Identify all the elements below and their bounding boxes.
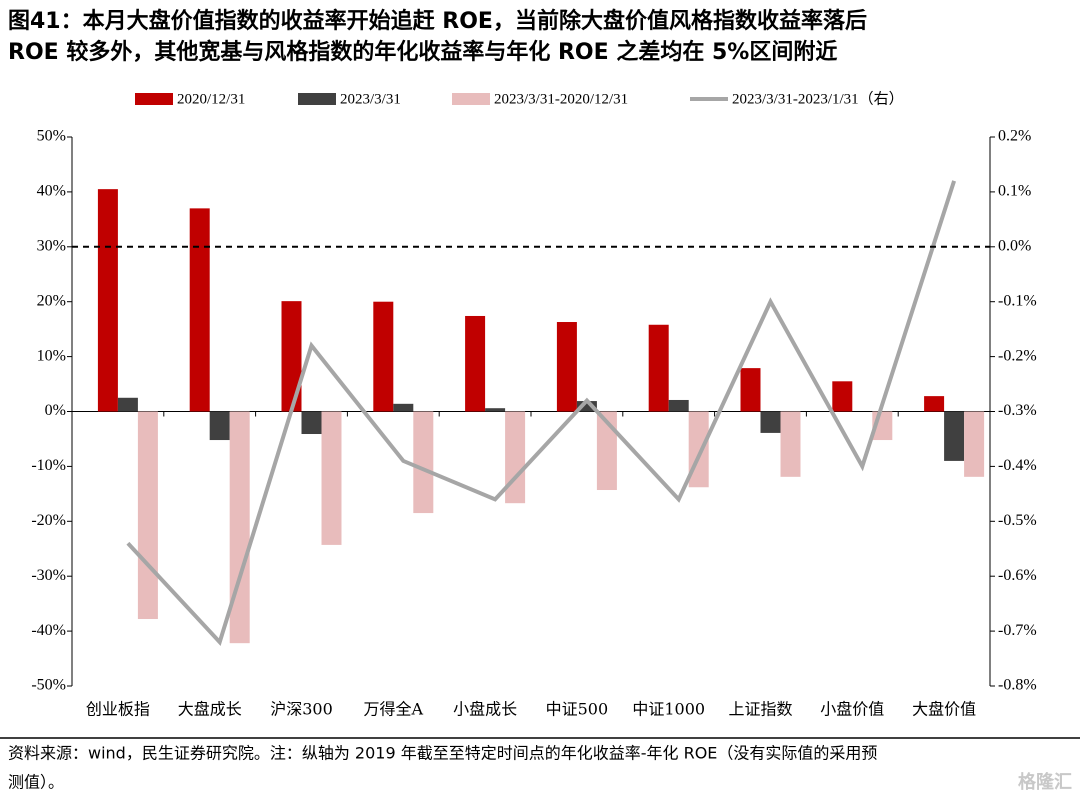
legend-swatch xyxy=(135,93,173,105)
x-tick-label: 大盘成长 xyxy=(178,700,242,719)
bar xyxy=(209,411,230,441)
legend-swatch xyxy=(452,93,490,105)
bar xyxy=(576,401,597,412)
y-tick-label: 50% xyxy=(37,128,66,145)
bar xyxy=(485,408,506,412)
x-tick-label: 中证1000 xyxy=(632,700,705,719)
bar xyxy=(229,411,250,644)
bar xyxy=(97,189,118,412)
bar xyxy=(393,403,414,412)
bar xyxy=(668,399,689,412)
bar xyxy=(648,324,669,412)
y-tick-label: 40% xyxy=(37,183,66,200)
bar xyxy=(281,301,302,412)
bar xyxy=(465,315,486,412)
bar xyxy=(373,301,394,412)
y-tick-label: -10% xyxy=(31,457,66,474)
y-tick-label: 10% xyxy=(37,347,66,364)
bar xyxy=(924,396,945,412)
bar xyxy=(760,411,781,433)
legend-label: 2023/3/31 xyxy=(340,91,401,107)
y2-tick-label: 0.0% xyxy=(998,237,1031,254)
line xyxy=(126,180,957,646)
y2-tick-label: 0.2% xyxy=(998,128,1031,145)
watermark: 格隆汇 xyxy=(1018,771,1072,793)
x-tick-label: 沪深300 xyxy=(270,700,333,719)
y2-tick-label: -0.4% xyxy=(998,457,1037,474)
bar xyxy=(117,397,138,412)
source-note: 测值）。 xyxy=(8,773,64,792)
y-tick-label: 20% xyxy=(37,292,66,309)
y2-tick-label: -0.2% xyxy=(998,347,1037,364)
legend-label: 2020/12/31 xyxy=(177,91,245,107)
x-tick-label: 上证指数 xyxy=(728,700,792,719)
x-tick-label: 创业板指 xyxy=(86,700,150,719)
y-tick-label: -50% xyxy=(31,677,66,694)
source-note: 资料来源：wind，民生证券研究院。注：纵轴为 2019 年截至至特定时间点的年… xyxy=(8,744,877,763)
bar xyxy=(944,411,965,461)
bar xyxy=(596,411,617,491)
y2-tick-label: -0.8% xyxy=(998,677,1037,694)
bar xyxy=(780,411,801,477)
chart-title: 图41：本月大盘价值指数的收益率开始追赶 ROE，当前除大盘价值风格指数收益率落… xyxy=(8,8,867,34)
y2-tick-label: -0.5% xyxy=(998,512,1037,529)
y2-tick-label: -0.6% xyxy=(998,567,1037,584)
bar xyxy=(301,411,322,435)
y-tick-label: -40% xyxy=(31,622,66,639)
y-tick-label: -30% xyxy=(31,567,66,584)
bar xyxy=(964,411,985,477)
y-tick-label: 30% xyxy=(37,237,66,254)
y2-tick-label: -0.1% xyxy=(998,292,1037,309)
legend-label: 2023/3/31-2020/12/31 xyxy=(494,91,628,107)
y2-tick-label: 0.1% xyxy=(998,183,1031,200)
y-tick-label: 0% xyxy=(45,402,66,419)
bar xyxy=(505,411,526,504)
bar xyxy=(137,411,158,620)
legend-swatch xyxy=(298,93,336,105)
bar xyxy=(413,411,434,514)
y2-tick-label: -0.7% xyxy=(998,622,1037,639)
bar xyxy=(832,381,853,412)
bar xyxy=(556,322,577,412)
x-tick-label: 小盘价值 xyxy=(820,700,884,719)
x-tick-label: 万得全A xyxy=(364,700,424,719)
x-tick-label: 小盘成长 xyxy=(453,700,517,719)
x-tick-label: 中证500 xyxy=(546,700,609,719)
bar xyxy=(189,208,210,412)
legend-label: 2023/3/31-2023/1/31（右） xyxy=(732,90,904,107)
y2-tick-label: -0.3% xyxy=(998,402,1037,419)
bar xyxy=(740,368,761,412)
bar xyxy=(321,411,342,545)
x-tick-label: 大盘价值 xyxy=(912,700,976,719)
y-tick-label: -20% xyxy=(31,512,66,529)
chart-title: ROE 较多外，其他宽基与风格指数的年化收益率与年化 ROE 之差均在 5%区间… xyxy=(8,39,837,65)
